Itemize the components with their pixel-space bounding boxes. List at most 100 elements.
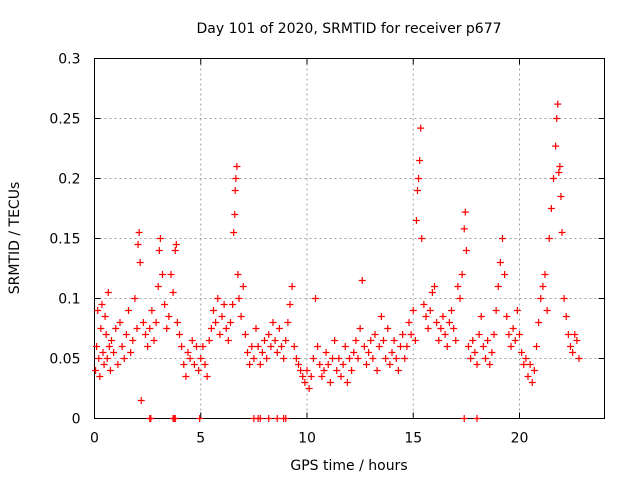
data-point	[135, 229, 143, 236]
data-point	[562, 313, 570, 320]
data-point	[265, 331, 273, 338]
data-point	[488, 349, 496, 356]
data-point	[232, 175, 240, 182]
data-point	[390, 337, 398, 344]
data-point	[239, 283, 247, 290]
data-point	[392, 355, 400, 362]
data-point	[180, 361, 188, 368]
data-point	[193, 343, 200, 350]
data-point	[120, 355, 128, 362]
data-point	[492, 307, 500, 314]
y-tick-label: 0.05	[49, 352, 80, 368]
data-point	[97, 325, 105, 332]
data-point	[256, 415, 264, 422]
data-point	[564, 331, 572, 338]
data-point	[560, 295, 568, 302]
data-point	[557, 193, 565, 200]
x-tick-label: 0	[90, 431, 99, 447]
data-point	[326, 379, 334, 386]
data-point	[399, 331, 407, 338]
data-point	[452, 337, 460, 344]
data-point	[284, 319, 292, 326]
data-point	[558, 229, 566, 236]
x-tick-label: 20	[511, 431, 529, 447]
x-tick-label: 10	[298, 431, 316, 447]
data-point	[131, 295, 139, 302]
data-point	[479, 343, 487, 350]
data-point	[535, 319, 543, 326]
data-point	[555, 169, 563, 176]
data-point	[133, 325, 141, 332]
data-point	[424, 325, 432, 332]
y-tick-label: 0.2	[58, 172, 80, 188]
axis-ticks: 0 5 10 15 20 0 0.05 0.1 0.15 0.2 0.25 0.3	[49, 52, 605, 447]
data-point	[229, 301, 237, 308]
data-point	[352, 337, 360, 344]
data-point	[486, 361, 494, 368]
data-point	[100, 361, 108, 368]
data-point	[513, 307, 521, 314]
data-point	[409, 307, 417, 314]
data-point	[533, 343, 540, 350]
data-point	[420, 301, 428, 308]
data-point	[290, 343, 298, 350]
data-point	[394, 367, 402, 374]
data-point	[467, 355, 475, 362]
data-point	[337, 373, 345, 380]
data-point	[437, 325, 445, 332]
data-point	[388, 349, 396, 356]
data-point	[144, 343, 152, 350]
data-point	[152, 319, 160, 326]
data-point	[416, 157, 424, 164]
data-point	[210, 307, 217, 314]
data-point	[139, 319, 147, 326]
data-point	[575, 355, 583, 362]
data-point	[165, 313, 173, 320]
data-point	[96, 373, 104, 380]
data-point	[475, 331, 483, 338]
data-point	[222, 325, 230, 332]
data-point	[230, 229, 238, 236]
data-point	[348, 367, 356, 374]
data-point	[431, 283, 438, 290]
data-point	[443, 343, 451, 350]
data-point	[278, 343, 285, 350]
data-point	[275, 325, 283, 332]
data-point	[273, 415, 281, 422]
data-point	[309, 355, 317, 362]
data-point	[103, 355, 111, 362]
data-point	[367, 337, 375, 344]
data-point	[403, 343, 411, 350]
data-point	[273, 349, 281, 356]
data-point	[550, 175, 557, 182]
data-point	[524, 373, 532, 380]
data-point	[98, 301, 106, 308]
data-point	[254, 343, 262, 350]
data-point	[528, 379, 536, 386]
data-point	[458, 271, 466, 278]
data-point	[292, 355, 300, 362]
data-point	[473, 415, 481, 422]
data-point	[460, 225, 468, 233]
data-point	[246, 361, 254, 368]
data-point	[299, 373, 307, 380]
data-point	[312, 295, 319, 302]
data-point	[116, 319, 124, 326]
data-point	[261, 337, 268, 344]
data-point	[188, 337, 196, 344]
data-point	[297, 367, 305, 374]
data-point	[244, 349, 251, 356]
data-point	[363, 361, 370, 368]
data-point	[173, 319, 181, 326]
data-point	[505, 331, 513, 338]
data-point	[182, 373, 190, 380]
data-point	[176, 331, 183, 338]
data-point	[573, 337, 581, 344]
data-point	[422, 313, 430, 320]
data-point	[155, 247, 163, 254]
data-point	[106, 367, 114, 374]
data-point	[526, 361, 534, 368]
data-point	[490, 331, 498, 338]
data-point	[136, 259, 144, 266]
data-point	[267, 343, 275, 350]
